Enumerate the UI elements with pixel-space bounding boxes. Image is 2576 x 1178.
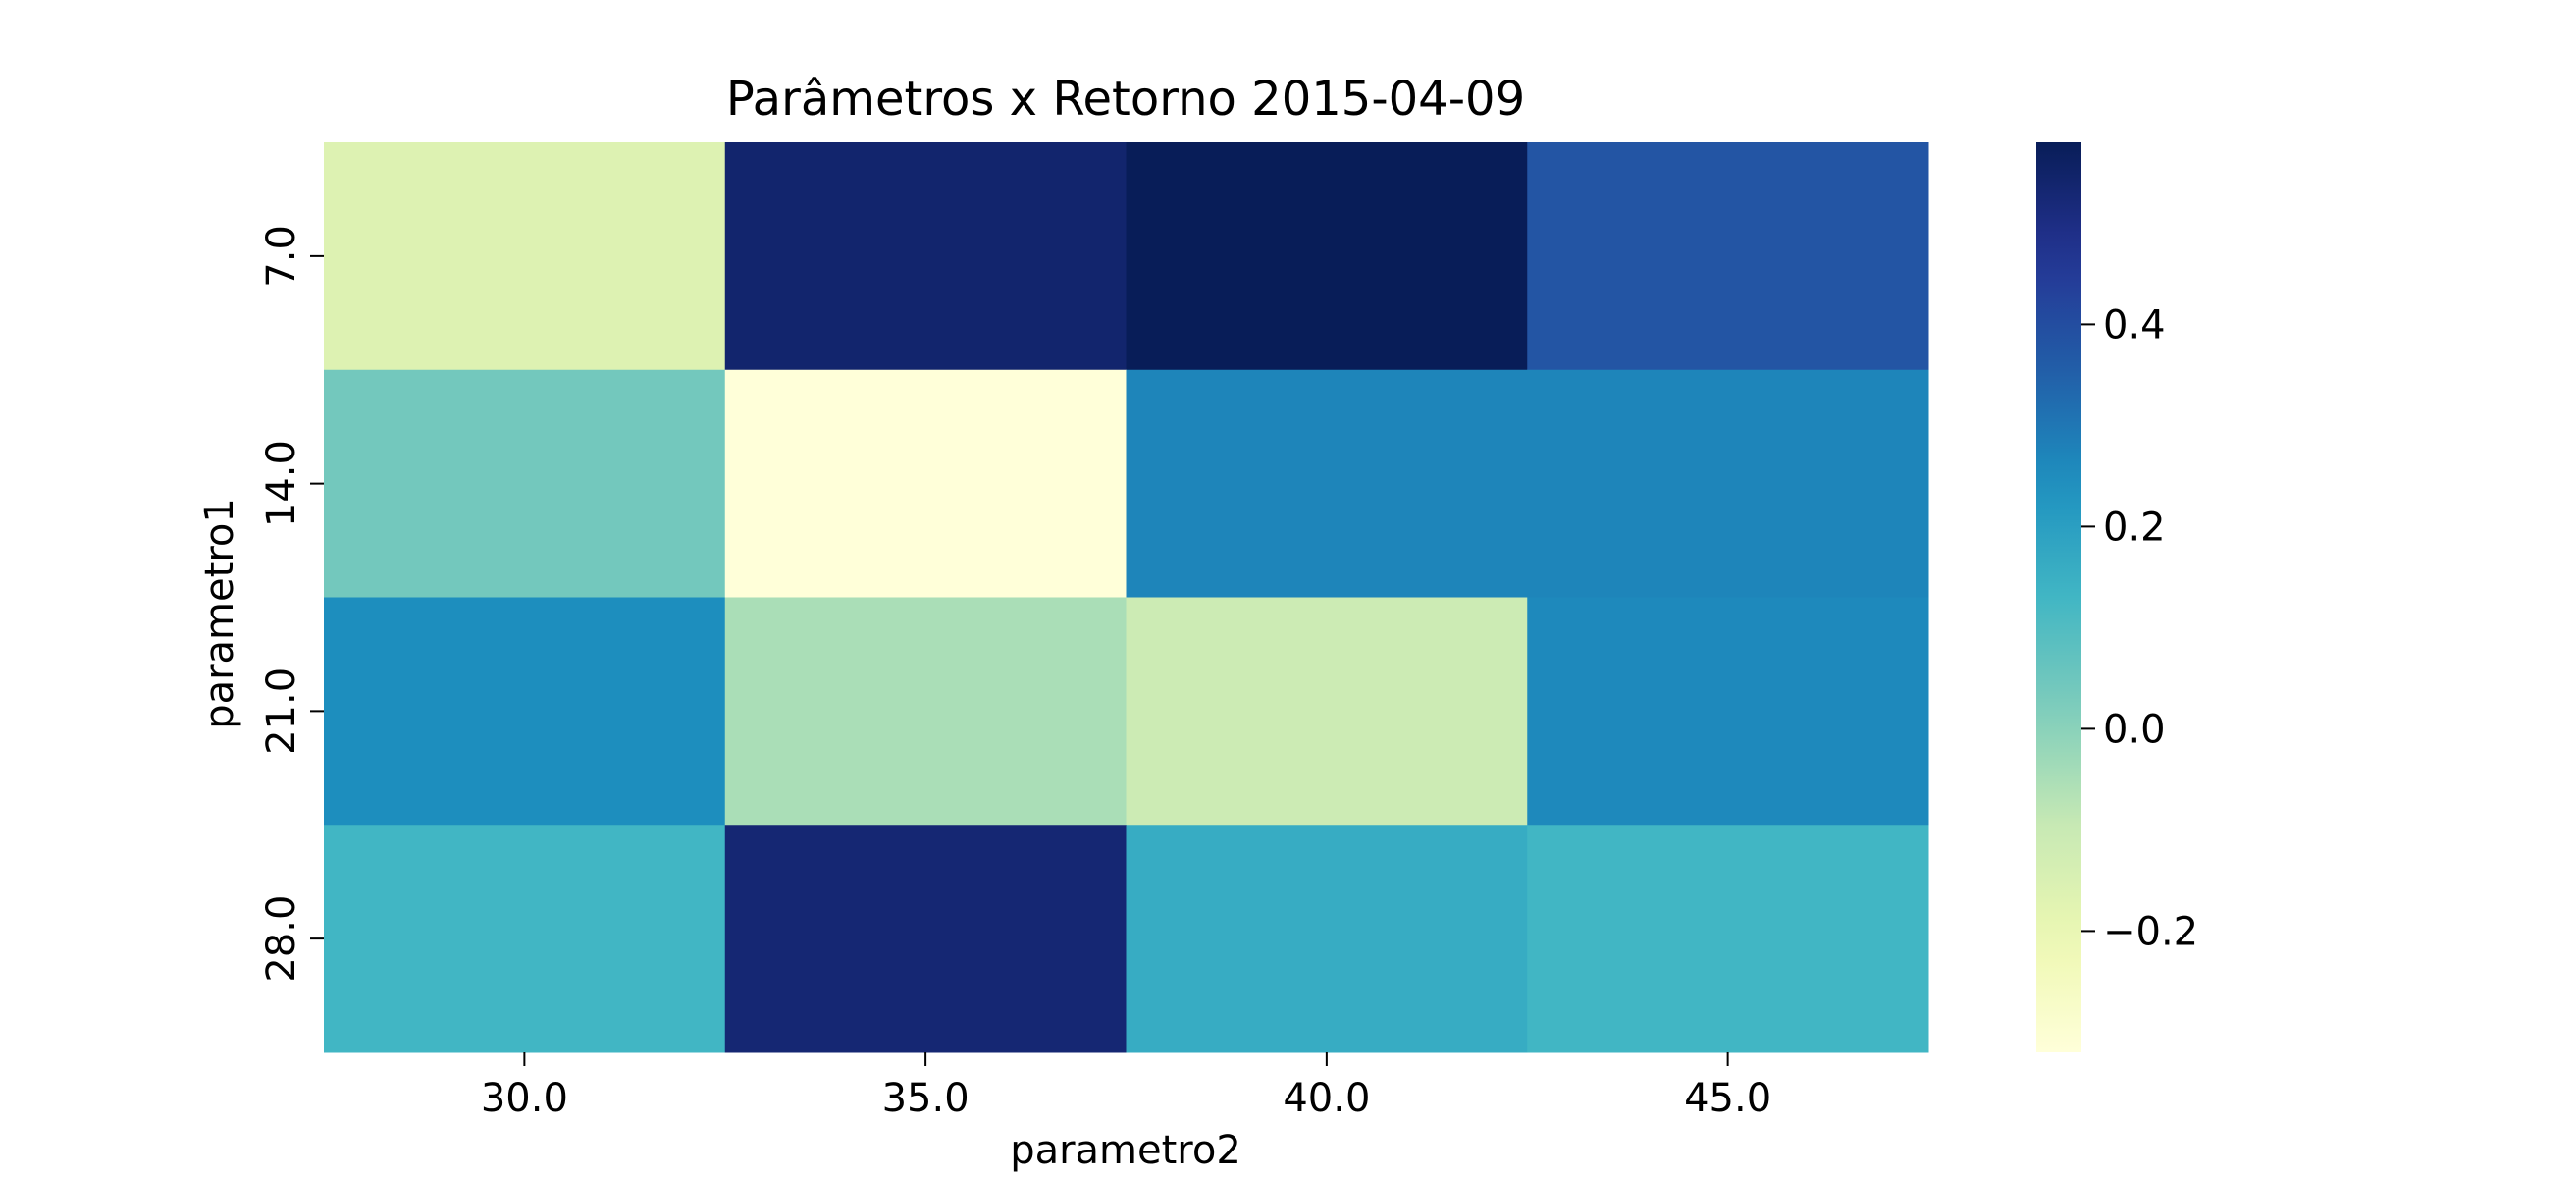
heatmap-cells	[324, 142, 1929, 1053]
heatmap-cell	[724, 369, 1127, 598]
heatmap-cell	[324, 142, 726, 371]
heatmap-cell	[1126, 369, 1528, 598]
y-axis-ticks: 7.0 14.0 21.0 28.0	[259, 225, 324, 983]
colorbar-ticks: −0.2 0.0 0.2 0.4	[2081, 302, 2198, 954]
x-tick-label: 35.0	[882, 1076, 970, 1121]
heatmap-cell	[324, 597, 726, 826]
heatmap-cell	[1126, 142, 1528, 371]
y-axis-label: parametro1	[197, 498, 242, 729]
colorbar-tick-label: 0.0	[2103, 707, 2166, 752]
y-tick-label: 28.0	[259, 895, 304, 983]
heatmap-cell	[724, 825, 1127, 1053]
x-tick-label: 45.0	[1684, 1076, 1771, 1121]
x-axis-label: parametro2	[1010, 1128, 1241, 1173]
y-tick-label: 7.0	[259, 225, 304, 288]
colorbar-tick-label: 0.4	[2103, 302, 2166, 348]
colorbar-tick-label: −0.2	[2103, 909, 2198, 954]
colorbar	[2036, 142, 2081, 1052]
y-tick-label: 21.0	[259, 668, 304, 755]
heatmap-cell	[324, 369, 726, 598]
y-tick-label: 14.0	[259, 440, 304, 527]
x-tick-label: 40.0	[1283, 1076, 1370, 1121]
heatmap-cell	[1527, 597, 1929, 826]
chart-title: Parâmetros x Retorno 2015-04-09	[726, 72, 1525, 127]
heatmap-cell	[324, 825, 726, 1053]
heatmap-cell	[1527, 825, 1929, 1053]
heatmap-cell	[724, 597, 1127, 826]
heatmap-cell	[1527, 142, 1929, 371]
heatmap-cell	[1126, 825, 1528, 1053]
colorbar-tick-label: 0.2	[2103, 505, 2166, 550]
heatmap-cell	[1126, 597, 1528, 826]
heatmap-cell	[1527, 369, 1929, 598]
heatmap-cell	[724, 142, 1127, 371]
x-axis-ticks: 30.0 35.0 40.0 45.0	[481, 1052, 1771, 1121]
x-tick-label: 30.0	[481, 1076, 568, 1121]
